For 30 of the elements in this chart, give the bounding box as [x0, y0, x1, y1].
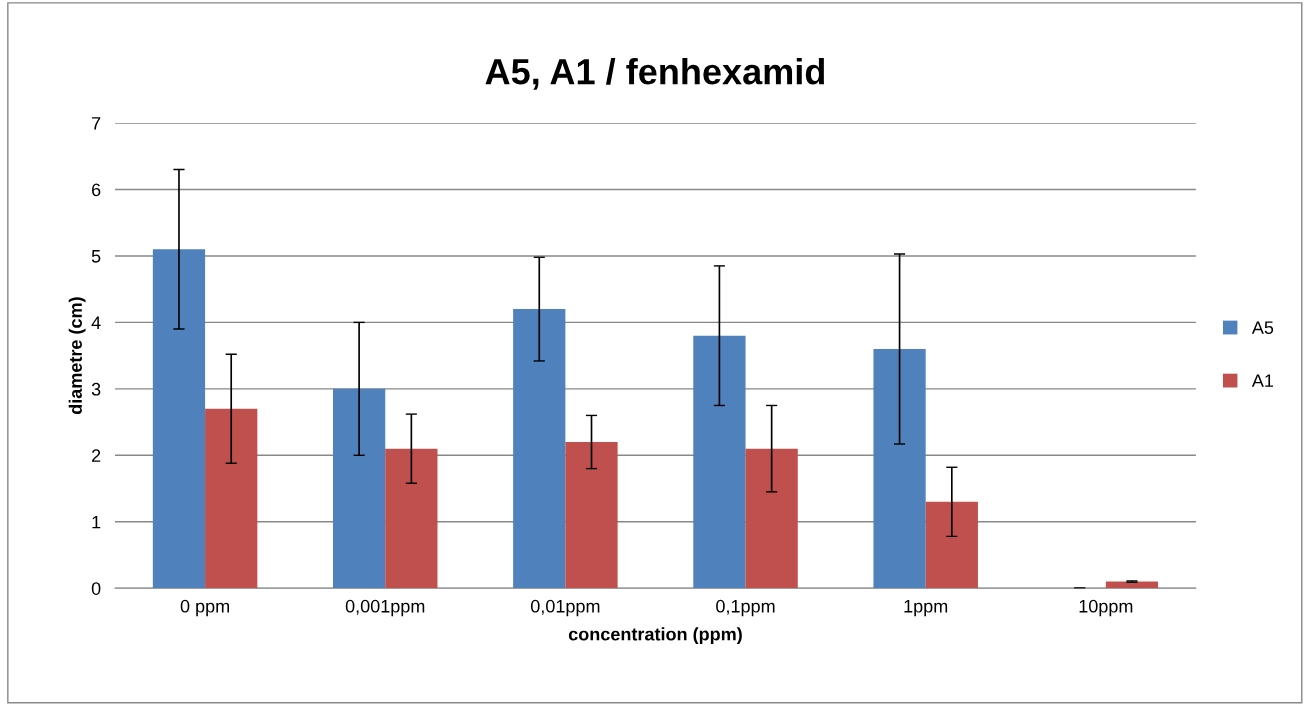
x-tick-label: 0 ppm: [180, 599, 229, 617]
bar: [513, 309, 566, 589]
y-tick-label: 1: [92, 515, 101, 529]
x-tick-label: 0,1ppm: [716, 599, 775, 617]
y-tick-label: 0: [91, 582, 101, 595]
bar: [873, 348, 926, 589]
bar: [152, 249, 206, 589]
x-tick-label: 10ppm: [1079, 599, 1133, 617]
bar: [565, 442, 618, 589]
y-tick-label: 2: [91, 449, 101, 462]
bar: [693, 335, 746, 589]
x-axis-title: concentration (ppm): [568, 627, 742, 645]
bar: [1105, 581, 1159, 589]
legend-label: A1: [1251, 374, 1274, 387]
y-tick-label: 3: [91, 382, 101, 396]
x-tick-label: 1ppm: [904, 600, 948, 617]
bar: [745, 448, 798, 589]
chart-title: A5, A1 / fenhexamid: [485, 57, 824, 90]
legend-label: A5: [1251, 321, 1274, 334]
bar: [333, 388, 386, 589]
bar: [205, 408, 258, 589]
y-tick-label: 4: [91, 316, 101, 329]
y-tick-label: 5: [91, 250, 101, 263]
y-tick-label: 6: [92, 183, 101, 197]
y-axis-title: diametre (cm): [68, 297, 86, 415]
bar: [385, 448, 438, 589]
bar: [925, 501, 978, 589]
x-tick-label: 0,01ppm: [530, 599, 600, 617]
x-tick-label: 0,001ppm: [345, 599, 425, 617]
y-tick-label: 7: [92, 117, 101, 130]
